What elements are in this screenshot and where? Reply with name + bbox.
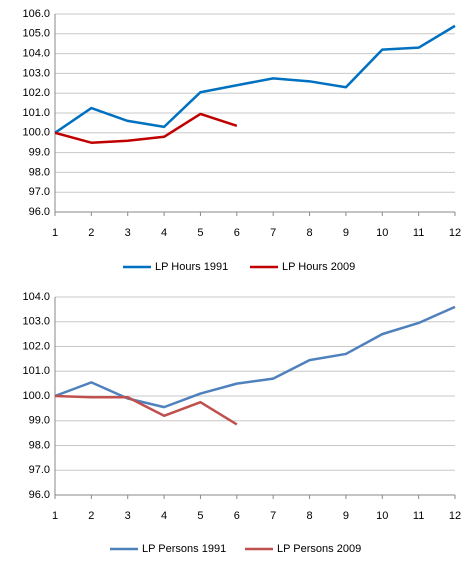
x-tick-label: 4 [161,227,167,239]
x-tick-label: 9 [343,510,349,522]
x-tick-label: 2 [88,510,94,522]
y-tick-label: 97.0 [29,186,50,198]
y-tick-label: 96.0 [29,206,50,218]
y-tick-label: 105.0 [22,28,50,40]
y-tick-label: 103.0 [22,316,50,328]
y-tick-label: 100.0 [22,127,50,139]
y-tick-label: 101.0 [22,365,50,377]
y-tick-label: 99.0 [29,147,50,159]
x-tick-label: 10 [376,227,388,239]
x-tick-label: 9 [343,227,349,239]
y-tick-label: 96.0 [29,489,50,501]
x-tick-label: 6 [234,510,240,522]
y-tick-label: 103.0 [22,67,50,79]
x-tick-label: 12 [449,227,461,239]
y-tick-label: 101.0 [22,107,50,119]
x-tick-label: 8 [306,227,312,239]
series-line [54,112,238,144]
legend-label: LP Persons 1991 [142,543,226,555]
x-tick-label: 2 [88,227,94,239]
x-tick-label: 11 [413,510,424,522]
x-tick-label: 6 [234,227,240,239]
x-tick-label: 7 [270,510,276,522]
x-tick-label: 4 [161,510,167,522]
legend-label: LP Hours 1991 [155,261,228,273]
y-tick-label: 98.0 [29,166,50,178]
legend-label: LP Hours 2009 [282,261,355,273]
x-tick-label: 1 [52,227,58,239]
y-tick-label: 99.0 [29,415,50,427]
series-line [54,305,456,409]
x-tick-label: 3 [125,510,131,522]
y-tick-label: 106.0 [22,8,50,20]
x-tick-label: 12 [449,510,461,522]
y-tick-label: 102.0 [22,87,50,99]
x-tick-label: 1 [52,510,58,522]
y-tick-label: 102.0 [22,340,50,352]
x-tick-label: 10 [376,510,388,522]
series-line [54,24,456,134]
series-line [54,394,238,426]
legend-label: LP Persons 2009 [277,543,361,555]
x-tick-label: 8 [306,510,312,522]
y-tick-label: 100.0 [22,390,50,402]
y-tick-label: 104.0 [22,291,50,303]
y-tick-label: 97.0 [29,464,50,476]
y-tick-label: 98.0 [29,439,50,451]
x-tick-label: 3 [125,227,131,239]
x-tick-label: 5 [197,510,203,522]
x-tick-label: 11 [413,227,424,239]
x-tick-label: 5 [197,227,203,239]
x-tick-label: 7 [270,227,276,239]
y-tick-label: 104.0 [22,48,50,60]
